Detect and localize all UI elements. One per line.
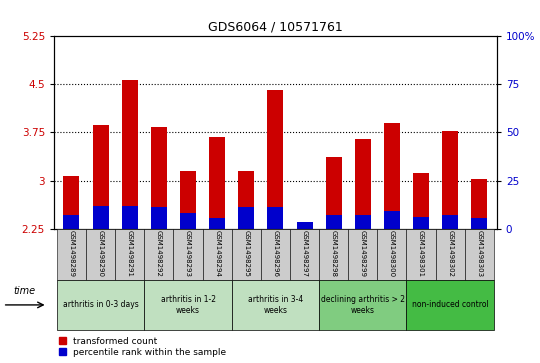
- Bar: [64, 176, 79, 229]
- Text: GSM1498291: GSM1498291: [127, 230, 133, 277]
- Bar: [442, 131, 458, 229]
- Bar: [57, 280, 144, 330]
- Bar: [267, 90, 284, 229]
- Text: declining arthritis > 2
weeks: declining arthritis > 2 weeks: [321, 295, 405, 315]
- Bar: [319, 229, 348, 280]
- Text: GSM1498297: GSM1498297: [301, 230, 308, 277]
- Text: GSM1498298: GSM1498298: [330, 230, 336, 277]
- Bar: [326, 215, 342, 229]
- Text: non-induced control: non-induced control: [412, 301, 489, 309]
- Bar: [151, 207, 167, 229]
- Bar: [151, 127, 167, 229]
- Bar: [64, 215, 79, 229]
- Bar: [326, 157, 342, 229]
- Bar: [122, 205, 138, 229]
- Text: GSM1498289: GSM1498289: [69, 230, 75, 277]
- Text: time: time: [14, 286, 35, 296]
- Bar: [57, 229, 86, 280]
- Text: GSM1498302: GSM1498302: [447, 230, 453, 277]
- Bar: [296, 224, 313, 229]
- Bar: [261, 229, 290, 280]
- Bar: [92, 206, 109, 229]
- Text: GSM1498294: GSM1498294: [214, 230, 220, 277]
- Bar: [355, 139, 371, 229]
- Bar: [92, 125, 109, 229]
- Bar: [471, 218, 487, 229]
- Bar: [407, 280, 494, 330]
- Bar: [238, 207, 254, 229]
- Bar: [413, 173, 429, 229]
- Bar: [436, 229, 465, 280]
- Bar: [471, 179, 487, 229]
- Bar: [144, 280, 232, 330]
- Bar: [180, 213, 196, 229]
- Bar: [173, 229, 202, 280]
- Text: GSM1498299: GSM1498299: [360, 230, 366, 277]
- Text: GSM1498296: GSM1498296: [272, 230, 279, 277]
- Bar: [348, 229, 377, 280]
- Bar: [377, 229, 407, 280]
- Text: GSM1498300: GSM1498300: [389, 230, 395, 277]
- Bar: [122, 80, 138, 229]
- Bar: [115, 229, 144, 280]
- Text: GSM1498301: GSM1498301: [418, 230, 424, 277]
- Text: GSM1498292: GSM1498292: [156, 230, 162, 277]
- Legend: transformed count, percentile rank within the sample: transformed count, percentile rank withi…: [58, 337, 226, 356]
- Bar: [86, 229, 115, 280]
- Bar: [238, 171, 254, 229]
- Bar: [202, 229, 232, 280]
- Bar: [355, 215, 371, 229]
- Text: GSM1498295: GSM1498295: [243, 230, 249, 277]
- Bar: [290, 229, 319, 280]
- Bar: [144, 229, 173, 280]
- Bar: [384, 211, 400, 229]
- Text: arthritis in 3-4
weeks: arthritis in 3-4 weeks: [248, 295, 303, 315]
- Text: GSM1498290: GSM1498290: [98, 230, 104, 277]
- Title: GDS6064 / 10571761: GDS6064 / 10571761: [208, 21, 343, 34]
- Bar: [296, 222, 313, 229]
- Text: arthritis in 0-3 days: arthritis in 0-3 days: [63, 301, 138, 309]
- Bar: [465, 229, 494, 280]
- Text: GSM1498293: GSM1498293: [185, 230, 191, 277]
- Text: arthritis in 1-2
weeks: arthritis in 1-2 weeks: [160, 295, 215, 315]
- Bar: [209, 218, 225, 229]
- Bar: [209, 137, 225, 229]
- Bar: [180, 171, 196, 229]
- Bar: [232, 229, 261, 280]
- Bar: [384, 123, 400, 229]
- Bar: [319, 280, 407, 330]
- Bar: [442, 215, 458, 229]
- Bar: [413, 216, 429, 229]
- Bar: [267, 207, 284, 229]
- Bar: [232, 280, 319, 330]
- Bar: [407, 229, 436, 280]
- Text: GSM1498303: GSM1498303: [476, 230, 482, 277]
